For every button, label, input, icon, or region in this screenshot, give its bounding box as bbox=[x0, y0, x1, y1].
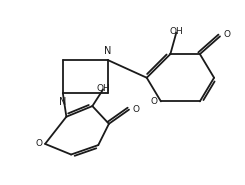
Text: OH: OH bbox=[169, 27, 183, 36]
Text: O: O bbox=[36, 139, 43, 148]
Text: N: N bbox=[104, 46, 111, 56]
Text: O: O bbox=[133, 105, 140, 114]
Text: O: O bbox=[223, 30, 231, 38]
Text: N: N bbox=[59, 97, 67, 107]
Text: OH: OH bbox=[96, 84, 110, 93]
Text: O: O bbox=[150, 97, 157, 106]
